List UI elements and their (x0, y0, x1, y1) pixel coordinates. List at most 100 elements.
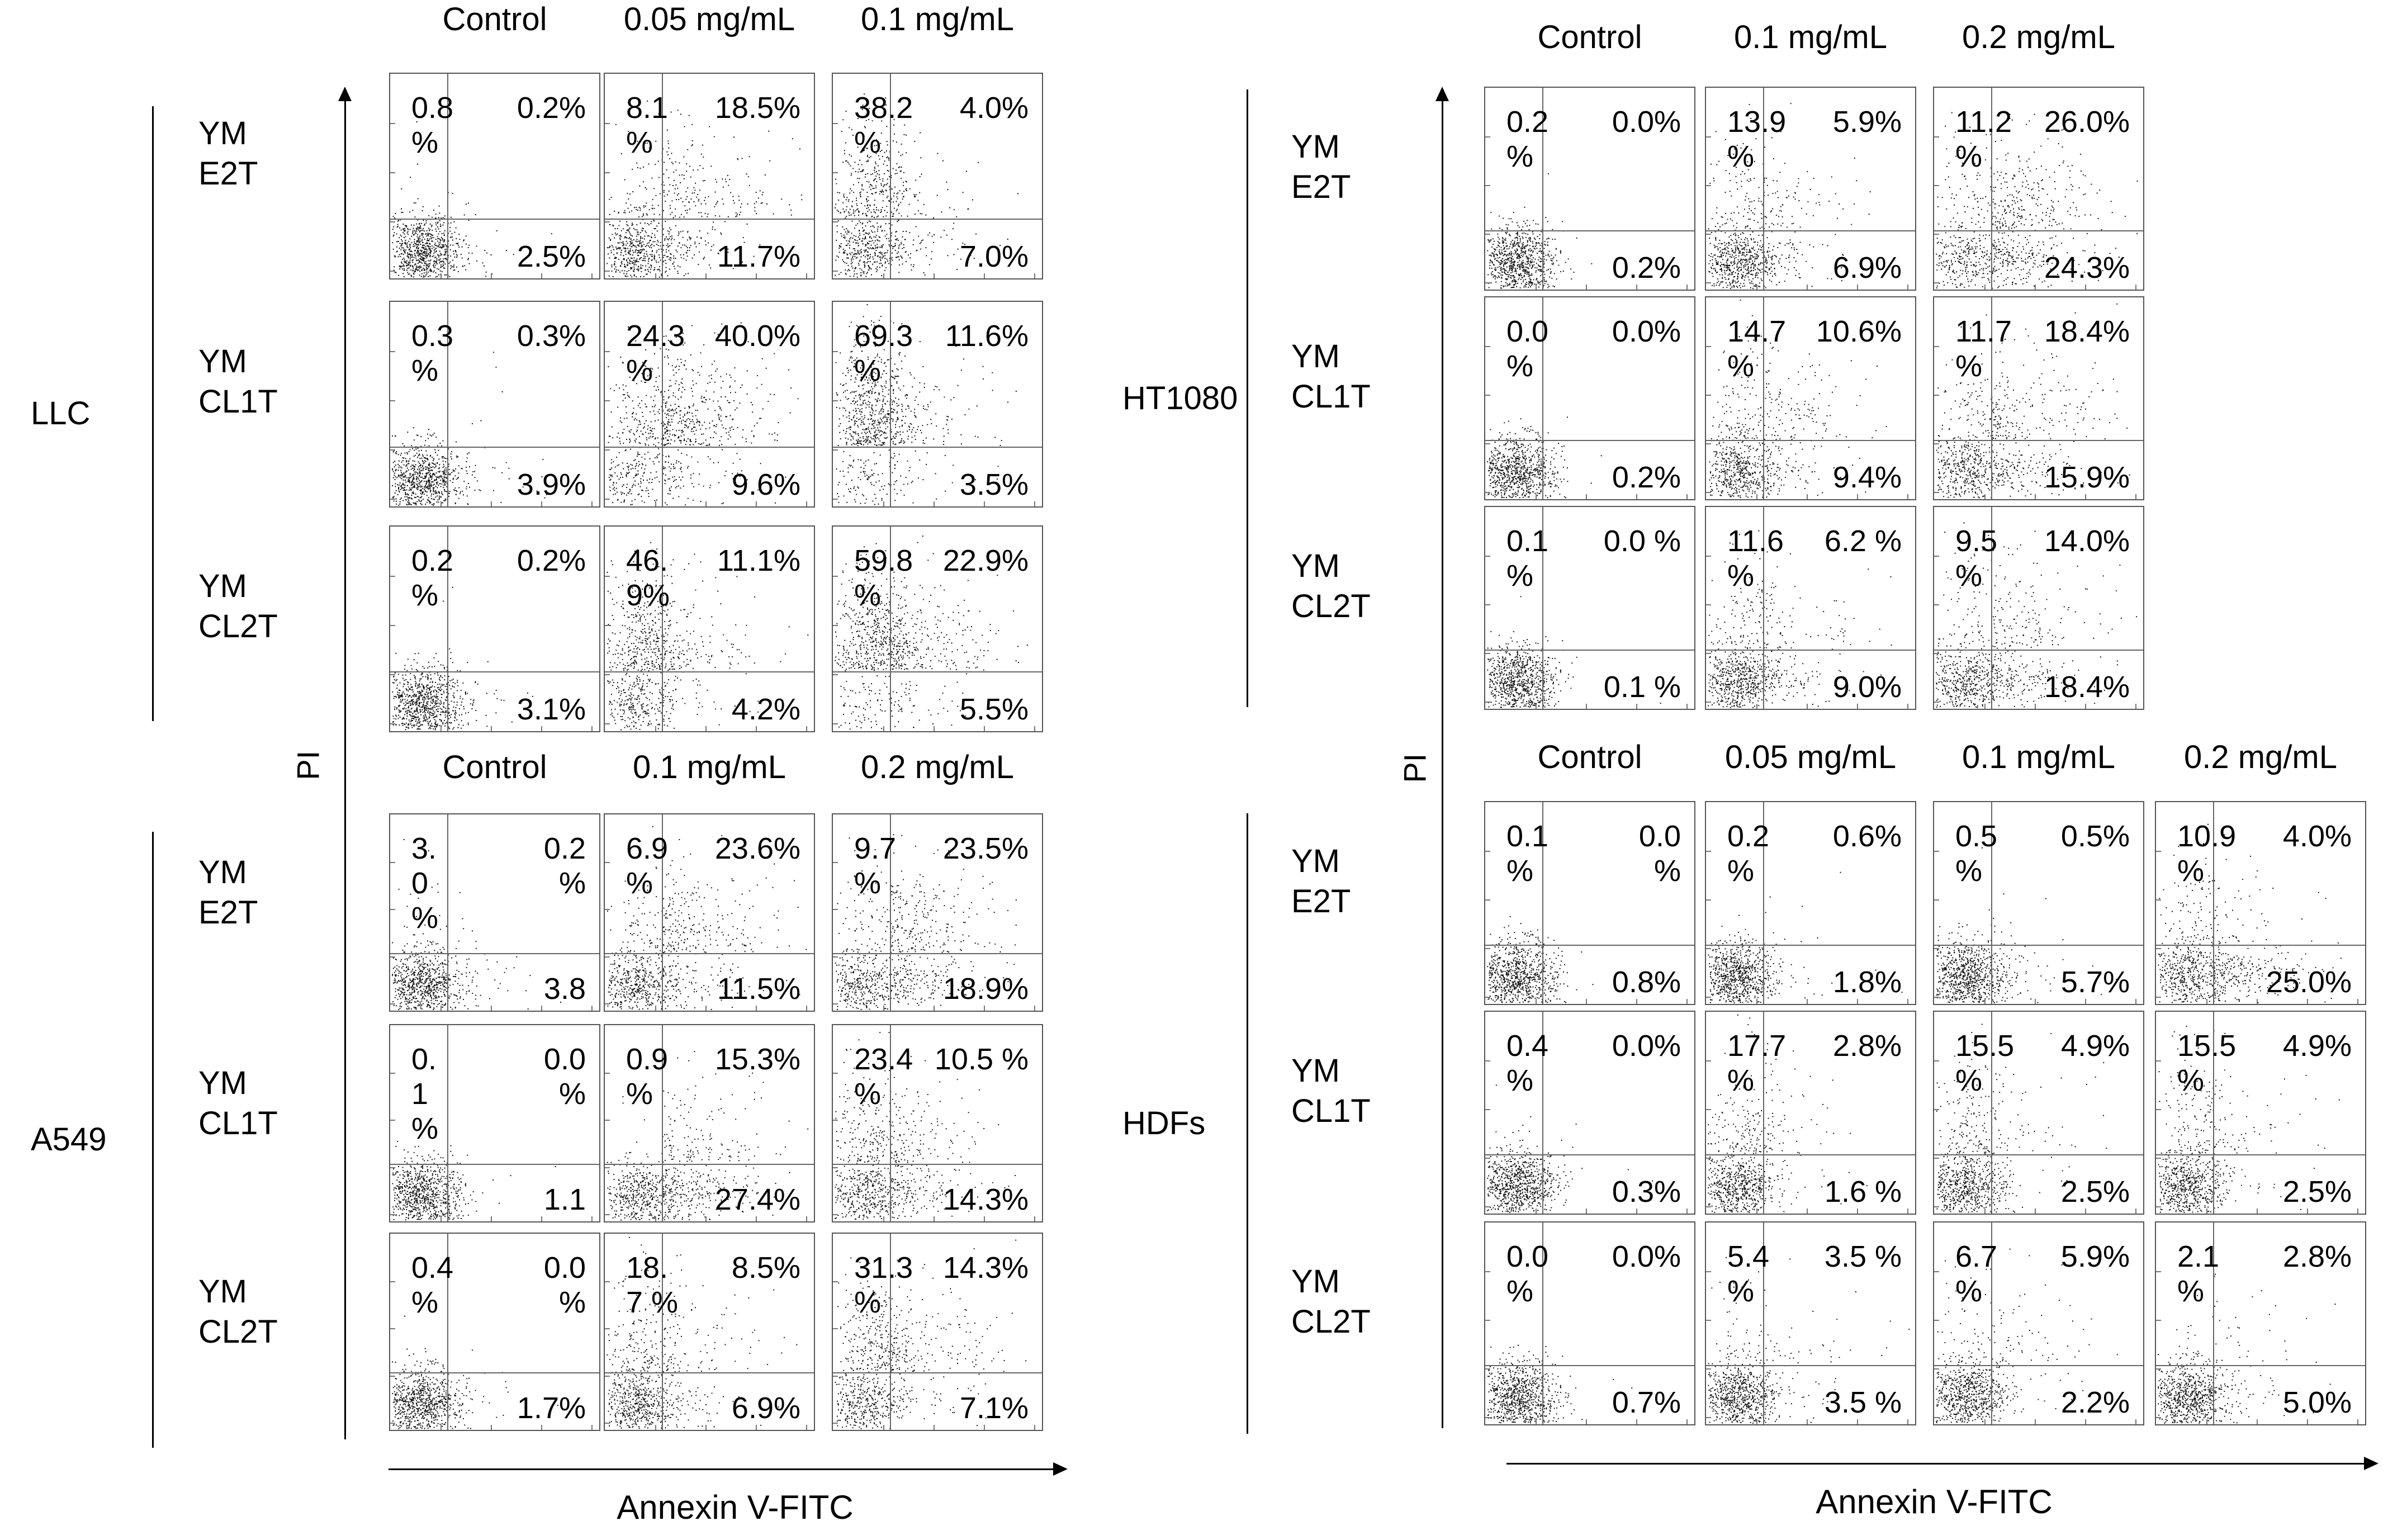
x-tick (2085, 1209, 2086, 1214)
quadrant-upper-right-value: 0.3% (517, 319, 586, 353)
quadrant-lower-right-value: 0.2% (1612, 251, 1681, 285)
quadrant-upper-left-value: 24.3 % (626, 319, 685, 387)
y-tick (605, 172, 610, 173)
x-tick (2035, 999, 2036, 1004)
treatment-label: YM (198, 854, 247, 890)
flow-cytometry-panel: 18. 7 % 8.5% 6.9% (604, 1233, 815, 1431)
x-tick (2035, 1209, 2036, 1214)
scatter-plot (1936, 847, 2117, 1004)
scatter-points (1708, 103, 1871, 289)
y-tick (1706, 492, 1711, 493)
condition-header: 0.1 mg/mL (861, 1, 1014, 37)
y-tick (1485, 1158, 1490, 1159)
x-tick (1857, 1419, 1858, 1424)
x-tick (2357, 999, 2358, 1004)
y-tick (1706, 1109, 1711, 1110)
x-tick (491, 1006, 492, 1011)
x-tick (1984, 285, 1986, 290)
quadrant-upper-left-value: 31.3 % (854, 1251, 913, 1319)
quadrant-vertical-gate (447, 1234, 448, 1430)
quadrant-vertical-gate (890, 814, 891, 1011)
quadrant-upper-right-value: 0.0% (1612, 105, 1681, 139)
quadrant-upper-right-value: 2.8% (2282, 1240, 2352, 1273)
x-axis-arrow (388, 1468, 1056, 1470)
y-tick (1706, 1417, 1711, 1418)
x-tick (1586, 285, 1587, 290)
x-axis-label: Annexin V-FITC (617, 1489, 854, 1526)
x-tick (591, 726, 593, 731)
y-tick (605, 1073, 610, 1074)
quadrant-upper-left-value: 0. 1 % (411, 1043, 439, 1145)
quadrant-horizontal-gate (833, 219, 1042, 220)
scatter-points (1487, 173, 1593, 289)
x-tick (655, 1216, 656, 1221)
y-tick (833, 351, 838, 352)
quadrant-lower-right-value: 0.8% (1612, 965, 1681, 999)
y-tick (1934, 1320, 1939, 1321)
y-tick (1485, 492, 1490, 493)
x-tick (1686, 1419, 1688, 1424)
y-tick (1934, 948, 1939, 949)
scatter-points (607, 826, 807, 1010)
quadrant-horizontal-gate (1485, 1365, 1694, 1366)
quadrant-horizontal-gate (605, 1372, 814, 1373)
quadrant-lower-right-value: 1.8% (1832, 965, 1902, 999)
flow-cytometry-panel: 14.7 % 10.6% 9.4% (1705, 296, 1916, 500)
quadrant-upper-left-value: 9.7 % (854, 832, 897, 900)
y-tick (1485, 443, 1490, 444)
x-tick (756, 1216, 757, 1221)
quadrant-lower-right-value: 3.8 (543, 972, 586, 1006)
quadrant-horizontal-gate (605, 447, 814, 448)
condition-header: 0.05 mg/mL (623, 1, 795, 37)
x-tick (541, 1216, 542, 1221)
flow-cytometry-panel: 24.3 % 40.0% 9.6% (604, 301, 815, 508)
y-tick (605, 1328, 610, 1329)
y-tick (1706, 185, 1711, 186)
condition-header: Control (1537, 739, 1642, 775)
y-tick (1934, 997, 1939, 998)
x-tick (491, 1216, 492, 1221)
y-tick (1485, 1060, 1490, 1062)
quadrant-horizontal-gate (2156, 945, 2365, 946)
quadrant-upper-right-value: 4.9% (2282, 1029, 2352, 1063)
treatment-label: YM (1291, 1053, 1340, 1089)
quadrant-upper-right-value: 40.0% (714, 319, 800, 353)
y-tick (2156, 899, 2161, 901)
y-tick (390, 123, 395, 124)
x-tick (491, 1425, 492, 1430)
y-tick (390, 400, 395, 401)
scatter-plot (1487, 173, 1593, 289)
quadrant-lower-right-value: 5.5% (959, 693, 1029, 726)
x-tick (984, 1216, 985, 1221)
y-tick (1706, 395, 1711, 396)
flow-cytometry-panel: 11.2 % 26.0% 24.3% (1933, 87, 2144, 291)
quadrant-upper-left-value: 0.2 % (411, 544, 454, 612)
quadrant-horizontal-gate (1485, 945, 1694, 946)
y-tick (833, 271, 838, 272)
flow-cytometry-panel: 0. 1 % 0.0 % 1.1 (389, 1024, 600, 1222)
x-tick (1636, 285, 1637, 290)
y-tick (390, 172, 395, 173)
x-tick (2085, 999, 2086, 1004)
treatment-label: E2T (1291, 883, 1351, 920)
quadrant-vertical-gate (447, 302, 448, 506)
x-tick (984, 501, 985, 506)
quadrant-upper-left-value: 6.9 % (626, 832, 669, 900)
cell-line-label: HDFs (1122, 1105, 1206, 1141)
quadrant-upper-right-value: 18.4% (2044, 315, 2130, 348)
y-tick (1485, 1320, 1490, 1321)
quadrant-upper-right-value: 5.9% (1832, 105, 1902, 139)
y-tick (833, 1376, 838, 1377)
y-tick (390, 271, 395, 272)
quadrant-upper-left-value: 11.7 % (1955, 315, 2012, 383)
quadrant-horizontal-gate (2156, 1365, 2365, 1366)
x-tick (1636, 1209, 1637, 1214)
x-tick (806, 501, 807, 506)
y-tick (833, 625, 838, 626)
quadrant-upper-left-value: 0.1 % (1506, 524, 1549, 593)
quadrant-horizontal-gate (390, 1164, 599, 1165)
y-tick (390, 1167, 395, 1168)
scatter-plot (1936, 303, 2130, 499)
x-tick (1984, 1209, 1986, 1214)
quadrant-horizontal-gate (1485, 650, 1694, 651)
